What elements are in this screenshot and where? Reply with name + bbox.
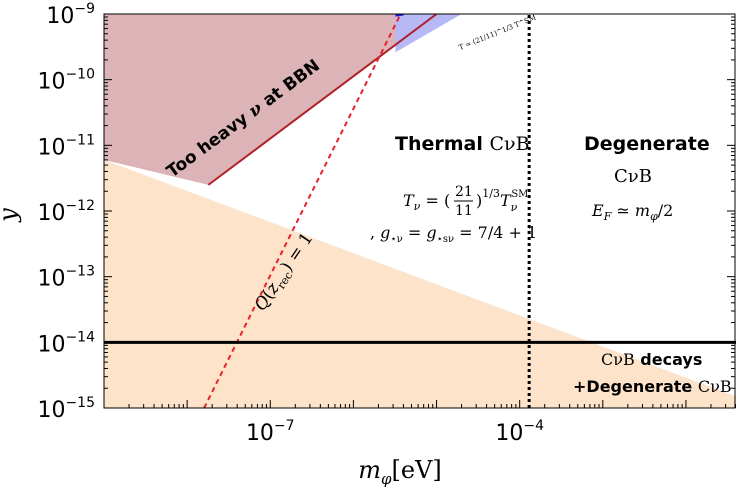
degenerate-fermi: EF ≃ mφ/2 bbox=[591, 201, 673, 223]
thermal-frac-den: 11 bbox=[455, 203, 473, 219]
y-axis-label: y bbox=[0, 208, 22, 223]
y-tick-label: 10−9 bbox=[46, 1, 95, 29]
thermal-temperature: Tν = ( bbox=[403, 191, 450, 213]
thermal-frac-num: 21 bbox=[455, 184, 473, 200]
y-tick-label: 10−13 bbox=[37, 264, 95, 292]
y-tick-label: 10−12 bbox=[37, 198, 95, 226]
y-tick-label: 10−10 bbox=[37, 67, 95, 95]
x-tick-label: 10−4 bbox=[495, 418, 544, 446]
region-blue bbox=[395, 14, 462, 53]
degenerate-title: Degenerate bbox=[584, 133, 710, 155]
decays-label-line1: CνB decays bbox=[601, 350, 702, 369]
axis-ticks: 10−9 10−10 10−11 10−12 10−13 10−14 10−15 10−7 10… bbox=[37, 1, 736, 446]
degenerate-sub: CνB bbox=[614, 166, 652, 187]
shaded-regions bbox=[104, 14, 736, 408]
thermal-dof: , g⋆ν = g⋆sν = 7/4 + 1 bbox=[370, 223, 537, 245]
region-orange bbox=[104, 159, 736, 408]
boundary-lines bbox=[104, 14, 736, 408]
blue-region-label: T ≃ (21/11)^1/3 T^SM bbox=[458, 14, 537, 52]
y-tick-label: 10−11 bbox=[37, 132, 95, 160]
line-bbn-bound bbox=[207, 14, 438, 186]
y-tick-label: 10−14 bbox=[37, 329, 95, 357]
x-tick-label: 10−7 bbox=[246, 418, 295, 446]
region-pink bbox=[104, 14, 437, 185]
x-axis-label: mφ[eV] bbox=[358, 456, 442, 488]
decays-label-line2: +Degenerate CνB bbox=[573, 377, 732, 396]
thermal-title: Thermal CνB bbox=[395, 133, 530, 155]
y-tick-label: 10−15 bbox=[37, 395, 95, 423]
thermal-temperature-rest: )1/3TνSM bbox=[476, 187, 528, 214]
